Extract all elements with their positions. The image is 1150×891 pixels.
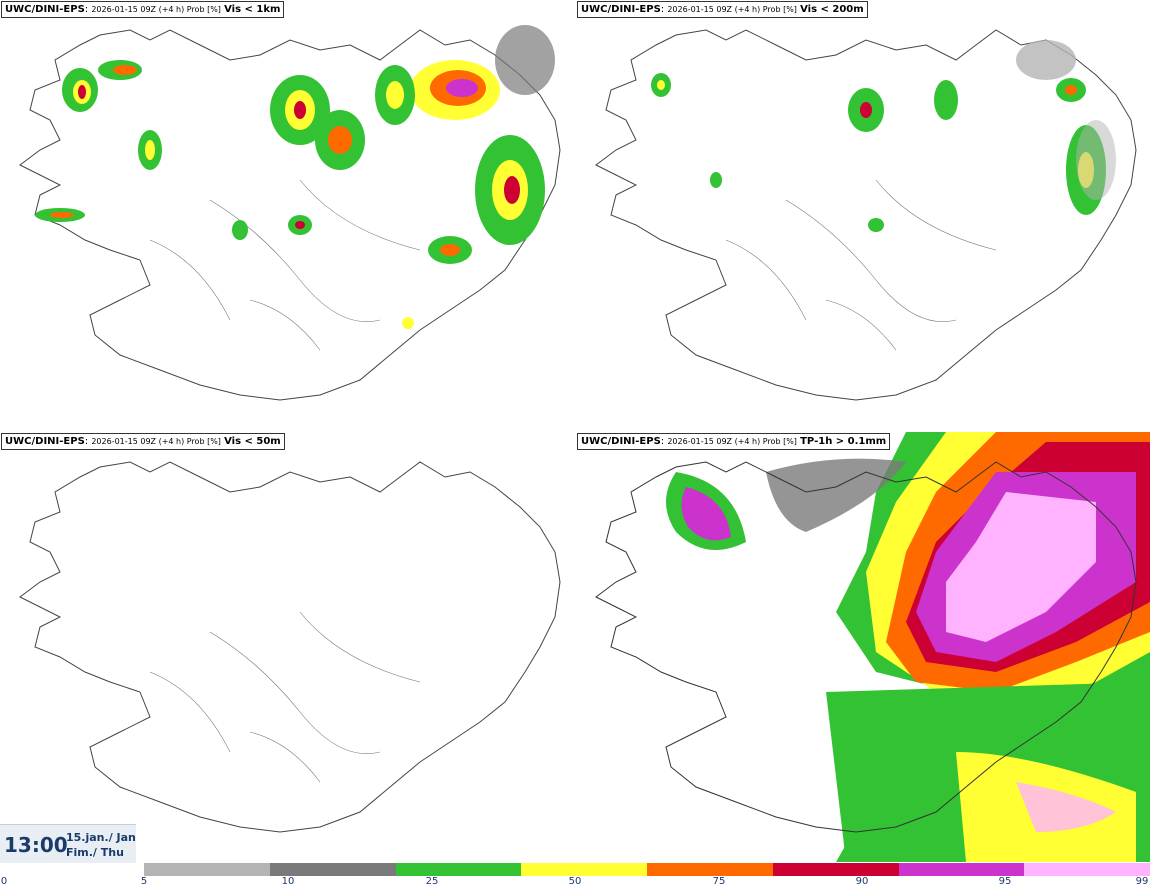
variable-name: TP-1h > 0.1mm — [800, 436, 887, 447]
colorbar-tick: 75 — [712, 876, 726, 887]
colorbar-segment — [1024, 863, 1150, 876]
valid-date-line1: 15.jan./ Jan — [66, 831, 136, 844]
colorbar-segment — [898, 863, 1025, 876]
precip-prob-field — [666, 432, 1150, 862]
probability-colorbar — [144, 863, 1150, 876]
colorbar-tick: 90 — [855, 876, 869, 887]
fog-prob-patches-1km — [35, 25, 555, 329]
run-meta: 2026-01-15 09Z (+4 h) Prob [%] — [667, 5, 797, 14]
run-meta: 2026-01-15 09Z (+4 h) Prob [%] — [91, 5, 221, 14]
panel-title: UWC/DINI-EPS: 2026-01-15 09Z (+4 h) Prob… — [1, 1, 285, 18]
fog-prob-patches-200m — [651, 40, 1116, 232]
model-name: UWC/DINI-EPS — [581, 4, 661, 15]
colorbar-tick: 10 — [281, 876, 295, 887]
colorbar-segment — [772, 863, 899, 876]
variable-name: Vis < 1km — [224, 4, 281, 15]
colorbar-segment — [269, 863, 396, 876]
run-meta: 2026-01-15 09Z (+4 h) Prob [%] — [667, 437, 797, 446]
colorbar-tick: 50 — [568, 876, 582, 887]
colorbar-tick: 25 — [425, 876, 439, 887]
panel-title: UWC/DINI-EPS: 2026-01-15 09Z (+4 h) Prob… — [577, 433, 891, 450]
colorbar-tick: 95 — [998, 876, 1012, 887]
iceland-map-vis-50m — [19, 461, 561, 833]
valid-time-clock: 13:00 — [4, 833, 68, 857]
model-name: UWC/DINI-EPS — [5, 436, 85, 447]
variable-name: Vis < 50m — [224, 436, 281, 447]
panel-title: UWC/DINI-EPS: 2026-01-15 09Z (+4 h) Prob… — [1, 433, 285, 450]
colorbar-ticks: 0 5 10 25 50 75 90 95 99 — [0, 876, 1150, 891]
model-name: UWC/DINI-EPS — [5, 4, 85, 15]
valid-date-line2: Fim./ Thu — [66, 846, 124, 859]
colorbar-segment — [521, 863, 647, 876]
valid-time-box: 13:00 15.jan./ Jan Fim./ Thu — [0, 824, 136, 863]
variable-name: Vis < 200m — [800, 4, 864, 15]
iceland-map-vis-200m — [595, 29, 1137, 401]
map-panel-vis-1km: UWC/DINI-EPS: 2026-01-15 09Z (+4 h) Prob… — [0, 0, 574, 430]
map-panel-vis-200m: UWC/DINI-EPS: 2026-01-15 09Z (+4 h) Prob… — [576, 0, 1150, 430]
panel-title: UWC/DINI-EPS: 2026-01-15 09Z (+4 h) Prob… — [577, 1, 868, 18]
iceland-map-vis-1km — [19, 25, 561, 401]
model-name: UWC/DINI-EPS — [581, 436, 661, 447]
map-panel-precip: UWC/DINI-EPS: 2026-01-15 09Z (+4 h) Prob… — [576, 432, 1150, 862]
colorbar-tick: 99 — [1135, 876, 1149, 887]
run-meta: 2026-01-15 09Z (+4 h) Prob [%] — [91, 437, 221, 446]
colorbar-segment — [144, 863, 270, 876]
colorbar-segment — [395, 863, 522, 876]
colorbar-tick: 0 — [0, 876, 8, 887]
colorbar-tick: 5 — [140, 876, 148, 887]
iceland-map-precip — [595, 432, 1150, 862]
colorbar-segment — [647, 863, 773, 876]
map-panel-vis-50m: UWC/DINI-EPS: 2026-01-15 09Z (+4 h) Prob… — [0, 432, 574, 862]
